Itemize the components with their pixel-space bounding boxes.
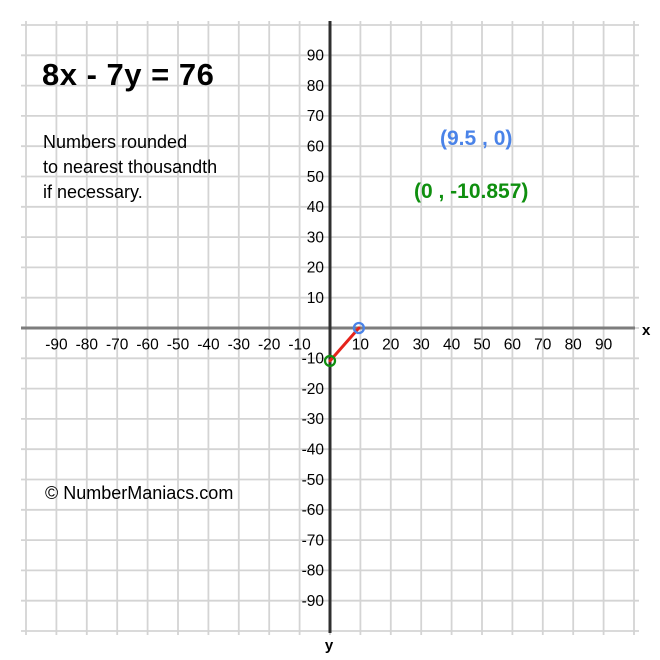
x-tick-label: 90 xyxy=(595,337,613,354)
y-tick-label: -30 xyxy=(302,411,325,428)
x-intercept-label: (9.5 , 0) xyxy=(440,127,513,150)
x-tick-label: 80 xyxy=(565,337,583,354)
y-tick-label: -50 xyxy=(302,472,325,489)
y-tick-label: -80 xyxy=(302,563,325,580)
x-tick-label: 10 xyxy=(352,337,370,354)
copyright-text: © NumberManiacs.com xyxy=(45,483,234,503)
x-tick-label: 30 xyxy=(413,337,431,354)
x-tick-label: -60 xyxy=(136,337,159,354)
y-tick-label: -70 xyxy=(302,532,325,549)
x-tick-label: -80 xyxy=(76,337,99,354)
x-tick-label: 60 xyxy=(504,337,522,354)
x-tick-label: 40 xyxy=(443,337,461,354)
y-tick-label: 40 xyxy=(307,199,325,216)
y-tick-label: 90 xyxy=(307,48,325,65)
x-tick-label: -40 xyxy=(197,337,220,354)
y-tick-label: -20 xyxy=(302,381,325,398)
rounding-note-line-3: if necessary. xyxy=(43,182,143,202)
x-tick-label: 70 xyxy=(534,337,552,354)
y-axis-label: y xyxy=(325,637,334,654)
x-tick-label: -70 xyxy=(106,337,129,354)
y-tick-label: -10 xyxy=(302,351,325,368)
tick-labels: -90 -80 -70 -60 -50 -40 -30 -20 -10 10 20 30 40 50 60 7… xyxy=(45,48,612,610)
x-tick-label: -50 xyxy=(167,337,190,354)
x-tick-label: 50 xyxy=(473,337,491,354)
rounding-note-line-2: to nearest thousandth xyxy=(43,157,218,177)
x-tick-label: -10 xyxy=(288,337,311,354)
y-tick-label: 50 xyxy=(307,169,325,186)
rounding-note: Numbers rounded to nearest thousandth if… xyxy=(43,130,217,205)
y-tick-label: 60 xyxy=(307,139,325,156)
rounding-note-line-1: Numbers rounded xyxy=(43,132,188,152)
y-intercept-point xyxy=(323,354,337,368)
y-tick-label: 10 xyxy=(307,290,325,307)
x-tick-label: 20 xyxy=(382,337,400,354)
y-tick-label: 80 xyxy=(307,78,325,95)
x-tick-label: -90 xyxy=(45,337,68,354)
y-tick-label: -90 xyxy=(302,593,325,610)
x-tick-label: -30 xyxy=(228,337,251,354)
equation-title: 8x - 7y = 76 xyxy=(42,57,215,92)
y-tick-label: 30 xyxy=(307,229,325,246)
y-tick-label: 20 xyxy=(307,260,325,277)
x-tick-label: -20 xyxy=(258,337,281,354)
x-axis-label: x xyxy=(642,322,651,339)
y-tick-label: 70 xyxy=(307,108,325,125)
y-tick-label: -60 xyxy=(302,502,325,519)
x-intercept-point xyxy=(352,321,366,335)
solution-segment xyxy=(328,326,361,363)
y-tick-label: -40 xyxy=(302,442,325,459)
y-intercept-label: (0 , -10.857) xyxy=(414,180,529,203)
